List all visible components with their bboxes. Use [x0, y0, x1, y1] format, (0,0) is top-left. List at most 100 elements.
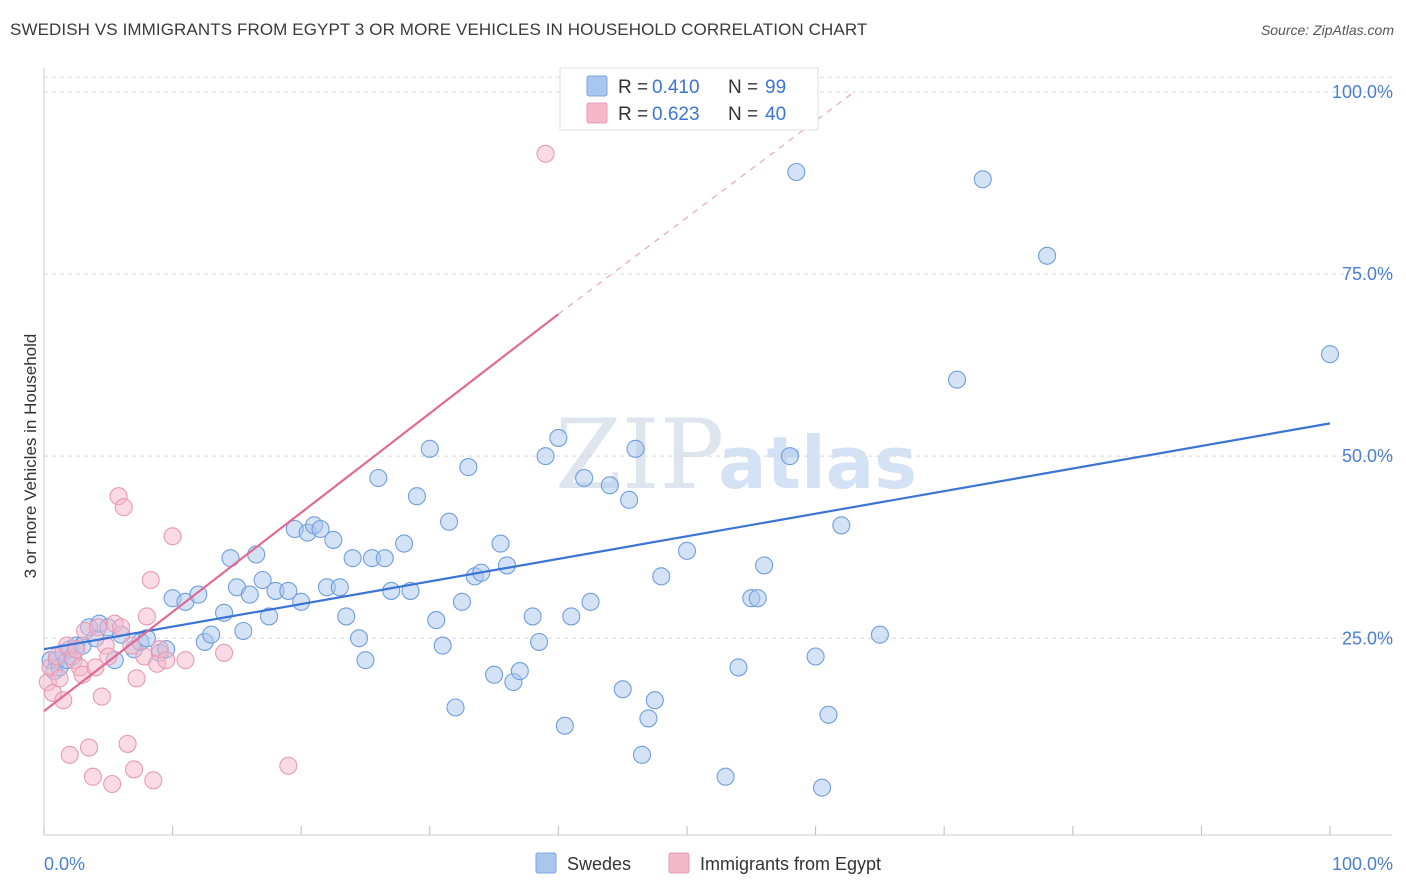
swede-point: [626, 439, 645, 458]
egypt-point: [279, 756, 298, 775]
legend-r-label-egypt: R =: [618, 104, 648, 125]
swede-point: [1038, 246, 1057, 265]
swede-point: [395, 534, 414, 553]
swede-point: [748, 589, 767, 608]
swede-point: [330, 578, 349, 597]
legend-r-value-swedes: 0.410: [652, 77, 700, 98]
egypt-point: [144, 771, 163, 790]
swede-point: [356, 651, 375, 670]
swede-point: [189, 585, 208, 604]
egypt-point: [86, 658, 105, 677]
swede-point: [948, 370, 967, 389]
swede-point: [806, 647, 825, 666]
swede-point: [536, 447, 555, 466]
legend-n-label-egypt: N =: [728, 104, 758, 125]
egypt-point: [137, 607, 156, 626]
bottom-legend-label-swedes: Swedes: [567, 854, 631, 874]
swede-point: [523, 607, 542, 626]
egypt-trend-extension: [558, 91, 855, 315]
y-tick-label: 25.0%: [1342, 628, 1393, 648]
swede-point: [427, 611, 446, 630]
swede-point: [343, 549, 362, 568]
swede-point: [292, 592, 311, 611]
swede-point: [787, 162, 806, 182]
egypt-point: [103, 774, 122, 794]
legend-swatch-swedes: [586, 75, 608, 97]
bottom-legend-swatch-swedes: [535, 852, 557, 874]
swede-point: [433, 636, 452, 655]
y-axis-label: 3 or more Vehicles in Household: [21, 334, 40, 579]
swede-point: [324, 530, 343, 549]
swede-point: [755, 556, 774, 575]
y-tick-label: 100.0%: [1332, 82, 1393, 102]
swede-point: [234, 621, 253, 641]
swede-point: [555, 716, 574, 735]
swede-point: [369, 468, 388, 488]
legend-n-value-swedes: 99: [765, 77, 786, 98]
swede-point: [485, 665, 504, 684]
bottom-legend-swatch-egypt: [668, 852, 690, 874]
swede-point: [716, 767, 735, 786]
swede-point: [677, 541, 697, 560]
egypt-point: [163, 527, 182, 546]
swede-point: [221, 549, 240, 568]
swede-point: [575, 468, 594, 488]
egypt-point: [92, 687, 111, 706]
egypt-point: [83, 767, 102, 786]
egypt-point: [536, 144, 555, 163]
egypt-point: [141, 570, 160, 590]
swede-point: [459, 458, 478, 477]
legend-r-label-swedes: R =: [618, 77, 648, 98]
swede-point: [652, 567, 671, 586]
swede-point: [240, 585, 259, 604]
swede-point: [620, 490, 639, 509]
egypt-point: [54, 691, 73, 710]
stats-legend: R = 0.410 N = 99 R = 0.623 N = 40: [559, 67, 819, 131]
swede-point: [337, 607, 356, 626]
swede-point: [446, 698, 465, 717]
egypt-point: [214, 643, 234, 662]
swede-point: [279, 581, 298, 600]
swede-point: [202, 625, 221, 644]
swede-point: [510, 662, 529, 681]
egypt-point: [112, 618, 131, 637]
egypt-point: [118, 734, 137, 753]
swede-point: [729, 658, 748, 677]
swede-point: [549, 428, 568, 447]
y-tick-label: 50.0%: [1342, 446, 1393, 466]
swede-point: [780, 447, 799, 466]
egypt-point: [157, 651, 176, 670]
swede-point: [973, 170, 992, 189]
egypt-point: [88, 618, 108, 637]
swede-point: [452, 592, 472, 611]
swede-point: [1320, 345, 1340, 364]
y-tick-label: 75.0%: [1342, 264, 1393, 284]
trend-layer: [43, 91, 1331, 713]
swede-point: [530, 632, 549, 651]
legend-swatch-egypt: [586, 102, 608, 124]
swede-point: [382, 581, 401, 600]
egypt-point: [176, 651, 195, 670]
chart-source: Source: ZipAtlas.com: [1260, 22, 1394, 38]
swede-point: [600, 476, 619, 495]
swede-point: [420, 439, 439, 458]
bottom-legend: Swedes Immigrants from Egypt: [535, 852, 881, 874]
legend-n-value-egypt: 40: [765, 104, 786, 125]
egypt-point: [99, 647, 118, 666]
swede-point: [497, 556, 517, 575]
swede-point: [819, 705, 838, 724]
swede-point: [259, 607, 279, 626]
swede-point: [491, 534, 510, 553]
swedes-trend-line: [43, 422, 1331, 651]
egypt-point: [114, 498, 133, 517]
chart-title: SWEDISH VS IMMIGRANTS FROM EGYPT 3 OR MO…: [10, 20, 868, 39]
egypt-trend-line: [43, 313, 560, 713]
watermark-atlas: atlas: [718, 421, 917, 505]
egypt-point: [127, 669, 146, 688]
swede-point: [870, 625, 889, 644]
x-tick-label-min: 0.0%: [44, 854, 85, 874]
swede-point: [562, 607, 581, 626]
egypt-point: [60, 745, 79, 764]
swede-point: [812, 778, 832, 797]
